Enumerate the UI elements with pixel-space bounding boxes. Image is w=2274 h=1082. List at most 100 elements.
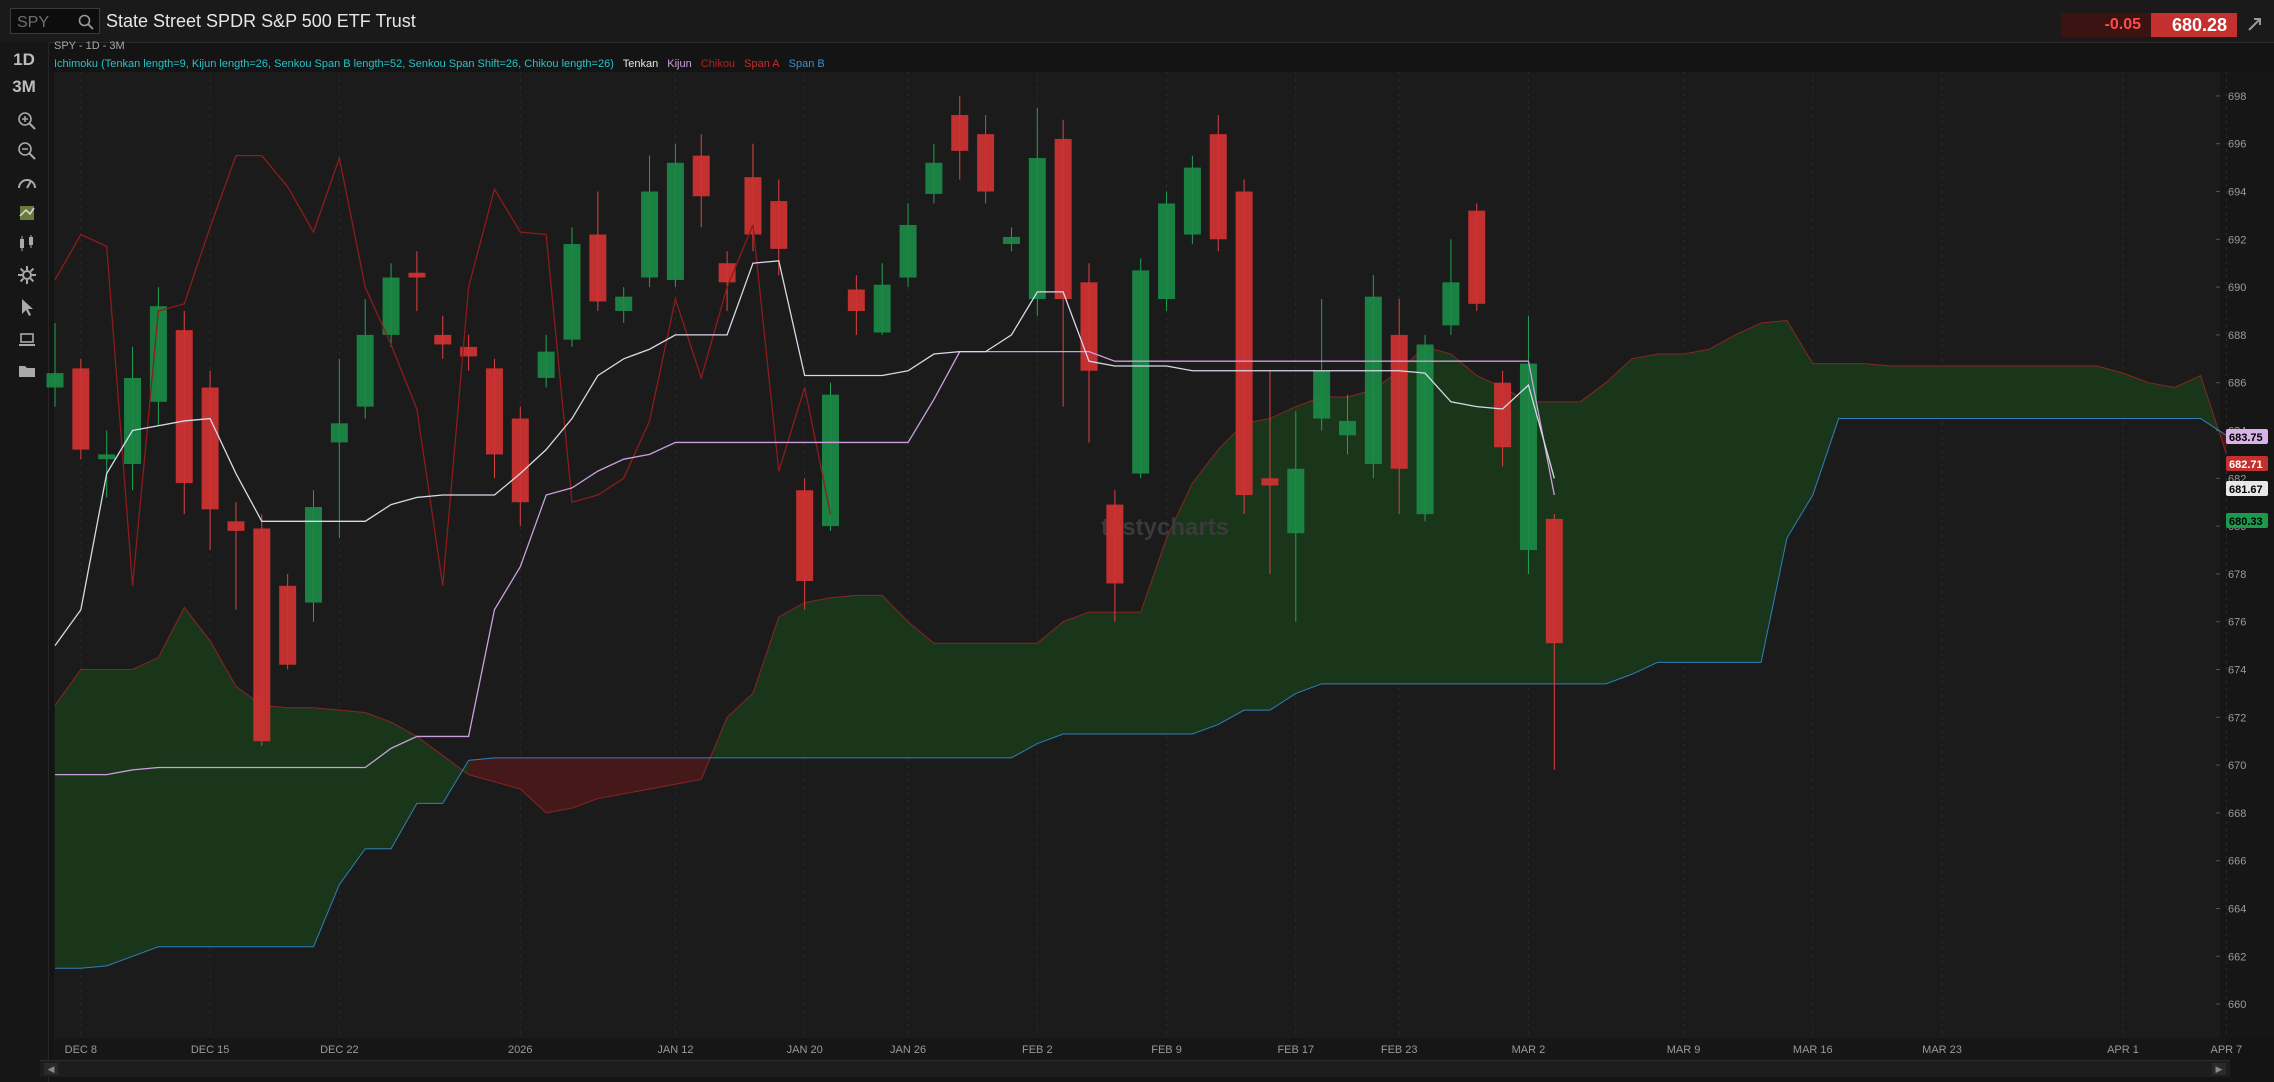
x-tick-label: 2026 xyxy=(508,1044,532,1056)
candle xyxy=(201,370,219,550)
candle-body xyxy=(1494,382,1512,448)
candle xyxy=(253,514,271,746)
chikou-line xyxy=(54,154,832,586)
cursor-icon[interactable] xyxy=(16,296,38,318)
y-tick-label: 676 xyxy=(2228,617,2246,629)
price-tag-label: 682.71 xyxy=(2229,459,2263,471)
candle-body xyxy=(1416,344,1434,515)
candle-body xyxy=(977,134,995,192)
candle xyxy=(744,143,762,252)
candle-body xyxy=(149,306,167,402)
candle xyxy=(1519,315,1537,574)
candle xyxy=(1209,115,1227,252)
legend-item-kijun[interactable]: Kijun xyxy=(667,58,692,70)
symbol-search-input[interactable]: SPY xyxy=(10,8,100,34)
candle xyxy=(1442,239,1460,335)
timeframe-1d-button[interactable]: 1D xyxy=(13,50,35,69)
candle-body xyxy=(770,201,788,249)
candle-body xyxy=(1390,334,1408,469)
legend-item-chikou[interactable]: Chikou xyxy=(700,58,736,70)
study-description: Ichimoku (Tenkan length=9, Kijun length=… xyxy=(54,58,614,70)
price-change-badge: -0.05 xyxy=(2061,13,2151,37)
x-tick-label: DEC 8 xyxy=(65,1044,97,1056)
candle-body xyxy=(330,423,348,443)
y-axis-area xyxy=(2220,72,2274,1038)
candle-body xyxy=(408,272,426,278)
watermark: tastycharts xyxy=(1101,514,1229,541)
candle-body xyxy=(718,263,736,283)
candle xyxy=(770,179,788,276)
price-tag: 683.75 xyxy=(2226,429,2268,444)
candle xyxy=(279,573,297,670)
zoom-in-icon[interactable] xyxy=(16,110,38,132)
timeframe-3m-button[interactable]: 3M xyxy=(12,77,36,96)
candle-body xyxy=(175,330,193,484)
legend-item-span-a[interactable]: Span A xyxy=(744,58,780,70)
price-tag-label: 683.75 xyxy=(2229,432,2263,444)
scroll-right-icon[interactable]: ▶ xyxy=(2212,1063,2226,1075)
price-tag: 680.33 xyxy=(2226,513,2268,528)
candle xyxy=(1468,203,1486,311)
zoom-out-icon[interactable] xyxy=(16,140,38,162)
candle-body xyxy=(1054,138,1072,300)
candle-body xyxy=(1442,282,1460,326)
expand-icon[interactable] xyxy=(2245,14,2265,34)
candle-body xyxy=(641,191,659,278)
candle-body xyxy=(72,368,90,450)
candle xyxy=(873,263,891,335)
candle-body xyxy=(1519,363,1537,550)
candle xyxy=(563,227,581,347)
x-axis-area xyxy=(54,1038,2226,1060)
candle xyxy=(46,322,64,407)
candle xyxy=(822,382,839,531)
y-tick-label: 674 xyxy=(2228,665,2246,677)
studies-icon[interactable] xyxy=(16,202,38,224)
candle-body xyxy=(822,394,839,527)
candle xyxy=(847,275,865,335)
x-tick-label: FEB 2 xyxy=(1022,1044,1053,1056)
chart-style-icon[interactable] xyxy=(16,232,38,254)
candle xyxy=(434,315,452,359)
candle xyxy=(1261,370,1279,574)
candle-body xyxy=(511,418,529,503)
y-tick-label: 686 xyxy=(2228,378,2246,390)
candle xyxy=(460,334,478,371)
top-bar: SPY State Street SPDR S&P 500 ETF Trust … xyxy=(0,0,2274,43)
y-tick-label: 680 xyxy=(2228,521,2246,533)
candle-body xyxy=(201,387,219,510)
candle-body xyxy=(1468,210,1486,304)
candle xyxy=(1028,107,1046,316)
candle-body xyxy=(1028,158,1046,300)
candle xyxy=(1416,334,1434,522)
candle-body xyxy=(796,490,814,582)
candle-body xyxy=(563,244,581,340)
candle xyxy=(124,346,142,491)
drawing-tools-icon[interactable] xyxy=(16,172,38,194)
candle xyxy=(1183,155,1201,245)
candle-body xyxy=(537,351,555,378)
legend-item-span-b[interactable]: Span B xyxy=(788,58,825,70)
candle xyxy=(1158,191,1176,311)
settings-icon[interactable] xyxy=(16,264,38,286)
candle xyxy=(149,287,167,426)
left-toolbar: 1D 3M xyxy=(0,42,49,1082)
ichimoku-cloud xyxy=(55,320,2227,969)
search-icon[interactable] xyxy=(77,13,95,31)
time-scrollbar[interactable]: ◀ ▶ xyxy=(40,1060,2230,1077)
candle-body xyxy=(460,346,478,357)
candle xyxy=(589,191,607,311)
candle-body xyxy=(589,234,607,302)
scroll-left-icon[interactable]: ◀ xyxy=(44,1063,58,1075)
layers-icon[interactable] xyxy=(16,328,38,350)
candle-body xyxy=(98,454,116,460)
candle xyxy=(692,134,710,228)
folder-icon[interactable] xyxy=(16,360,38,382)
symbol-title: State Street SPDR S&P 500 ETF Trust xyxy=(106,11,416,31)
candle xyxy=(511,406,529,527)
candle-body xyxy=(1209,134,1227,240)
price-tag-bg xyxy=(2226,456,2268,471)
price-tag: 682.71 xyxy=(2226,456,2268,471)
legend-item-tenkan[interactable]: Tenkan xyxy=(622,58,659,70)
candle-body xyxy=(382,277,400,335)
